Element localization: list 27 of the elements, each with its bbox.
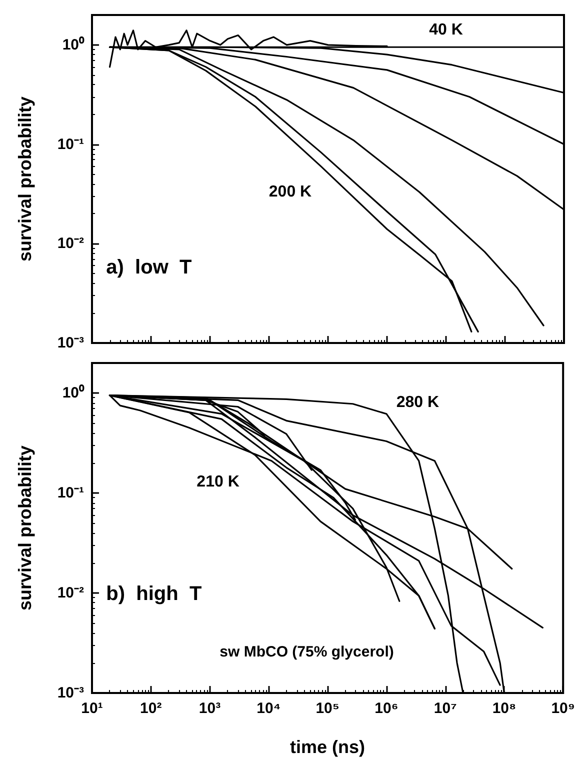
x-tick-label: 10⁷: [434, 700, 457, 717]
y-axis-title: survival probability: [15, 445, 35, 611]
x-axis-title: time (ns): [290, 737, 366, 757]
annotation: 200 K: [268, 184, 312, 201]
y-tick-label: 10⁻¹: [57, 136, 84, 153]
annotation: 280 K: [396, 394, 440, 412]
annotation: b) high T: [106, 583, 202, 605]
annotation: 210 K: [196, 473, 240, 490]
y-tick-label: 10⁰: [62, 35, 85, 54]
annotation: sw MbCO (75% glycerol): [220, 644, 394, 661]
x-tick-label: 10⁸: [492, 700, 516, 717]
x-tick-label: 10⁶: [374, 700, 398, 717]
x-tick-label: 10⁹: [551, 700, 576, 717]
x-tick-label: 10⁴: [256, 700, 281, 717]
y-tick-label: 10⁻²: [57, 584, 84, 602]
y-tick-label: 10⁰: [62, 384, 85, 402]
x-tick-label: 10³: [198, 700, 221, 717]
y-axis-title: survival probability: [15, 96, 35, 262]
x-tick-label: 10²: [140, 700, 162, 717]
y-tick-label: 10⁻¹: [57, 484, 84, 502]
y-tick-label: 10⁻³: [57, 684, 84, 702]
annotation: 40 K: [429, 22, 464, 39]
y-tick-label: 10⁻³: [57, 334, 84, 352]
x-tick-label: 10¹: [81, 700, 103, 717]
annotation: a) low T: [106, 256, 192, 279]
x-tick-label: 10⁵: [316, 700, 340, 717]
y-tick-label: 10⁻²: [57, 235, 84, 252]
